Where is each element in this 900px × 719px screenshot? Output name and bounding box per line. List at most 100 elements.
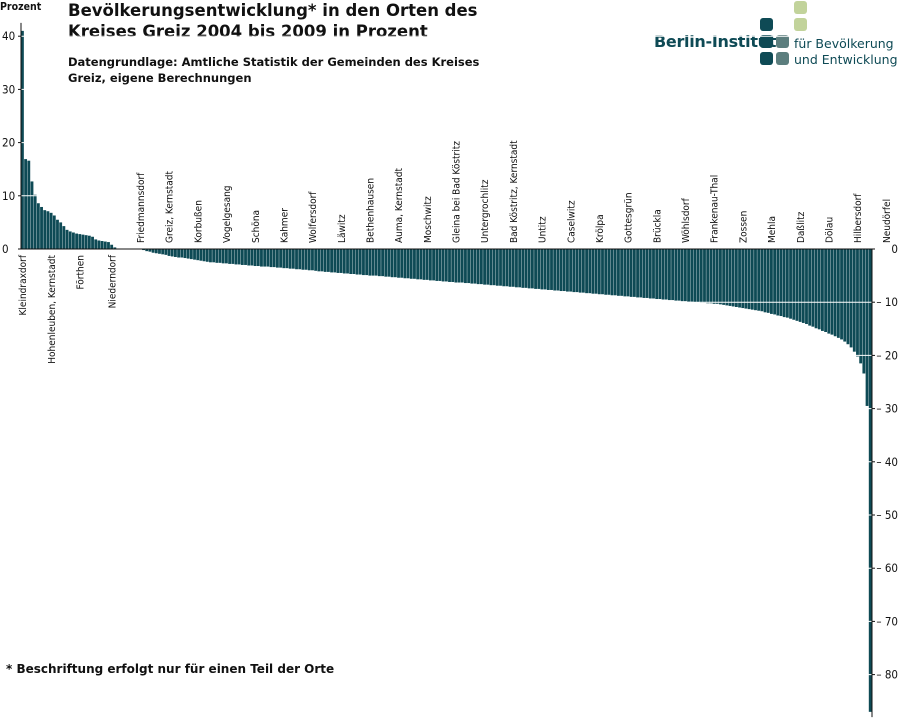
bar <box>674 249 678 301</box>
bar <box>21 30 24 249</box>
bar <box>186 249 190 259</box>
place-label: Kleindraxdorf <box>18 254 29 315</box>
bar <box>199 249 203 261</box>
bar <box>865 249 869 406</box>
bar <box>457 249 461 283</box>
bar <box>566 249 569 292</box>
bar <box>374 249 378 276</box>
place-label: Läwitz <box>337 214 348 243</box>
logo-brand: Berlin-Institut <box>654 32 777 51</box>
bar <box>247 249 251 266</box>
bar <box>59 222 63 249</box>
bar <box>390 249 394 278</box>
bar <box>317 249 321 272</box>
bar <box>94 239 98 249</box>
bar <box>569 249 573 292</box>
bars-group <box>21 30 872 712</box>
bar <box>56 219 59 249</box>
bar <box>706 249 710 304</box>
bar <box>342 249 346 274</box>
bar <box>511 249 515 287</box>
bar <box>320 249 324 272</box>
bar <box>62 226 66 249</box>
bar <box>231 249 235 264</box>
bar <box>183 249 187 259</box>
bar <box>180 249 184 258</box>
bar <box>215 249 219 263</box>
bar <box>311 249 314 271</box>
bar <box>798 249 802 322</box>
bar <box>617 249 620 296</box>
bar <box>46 211 50 249</box>
bar <box>358 249 362 275</box>
bar <box>377 249 381 277</box>
bar <box>428 249 432 281</box>
berlin-institut-logo: Berlin-Institut für Bevölkerung und Entw… <box>654 1 900 74</box>
bar <box>416 249 420 280</box>
place-label: Vogelgesang <box>222 185 233 243</box>
bar <box>212 249 216 263</box>
bar <box>291 249 295 269</box>
logo-square <box>794 18 807 31</box>
bar <box>827 249 831 334</box>
place-labels-group: Kleindraxdorf Hohenleuben, Kernstadt Förth… <box>18 140 893 364</box>
bar <box>821 249 824 331</box>
gridlines-group <box>21 35 872 676</box>
bar <box>811 249 815 327</box>
left-tick-label: 10 <box>2 189 15 203</box>
place-label: Bad Köstritz, Kernstadt <box>509 140 520 243</box>
bar <box>572 249 576 293</box>
logo-square <box>760 18 773 31</box>
bar <box>221 249 225 264</box>
bar <box>397 249 400 278</box>
place-label: Neudörfel <box>882 199 893 243</box>
bar <box>237 249 241 265</box>
bar <box>610 249 614 296</box>
bar <box>585 249 588 294</box>
bar <box>664 249 668 300</box>
bar <box>712 249 716 304</box>
logo-square <box>760 35 773 48</box>
bar <box>817 249 821 330</box>
bar <box>406 249 410 279</box>
bar <box>464 249 467 284</box>
bar <box>843 249 847 342</box>
bar <box>722 249 726 305</box>
place-label: Untitz <box>538 216 549 243</box>
bar <box>435 249 439 281</box>
bar <box>534 249 537 289</box>
place-label: Friedmannsdorf <box>136 172 147 243</box>
bar <box>409 249 413 279</box>
bar <box>189 249 193 260</box>
left-axis-label: Prozent <box>0 1 42 13</box>
bar <box>505 249 509 287</box>
bar <box>830 249 834 335</box>
bar <box>620 249 624 296</box>
place-label: Gottesgrün <box>624 192 635 243</box>
bar <box>91 236 94 249</box>
bar <box>154 249 158 254</box>
place-label: Frankenau-Thal <box>710 175 721 243</box>
bar <box>486 249 490 285</box>
bar <box>537 249 541 289</box>
bar <box>164 249 168 255</box>
bar <box>642 249 646 298</box>
bar <box>368 249 372 276</box>
right-tick-label: – 60 <box>876 561 898 575</box>
bar <box>49 212 53 249</box>
logo-square <box>794 1 807 14</box>
bar <box>285 249 289 269</box>
bar <box>849 249 853 348</box>
bar <box>419 249 423 280</box>
bar <box>792 249 796 320</box>
bar <box>655 249 659 300</box>
bar <box>543 249 547 290</box>
bar <box>744 249 748 309</box>
bar <box>244 249 247 265</box>
bar <box>581 249 585 293</box>
place-label: Krölpa <box>595 214 606 243</box>
bar <box>629 249 633 297</box>
bar <box>100 241 104 249</box>
bar <box>840 249 843 340</box>
